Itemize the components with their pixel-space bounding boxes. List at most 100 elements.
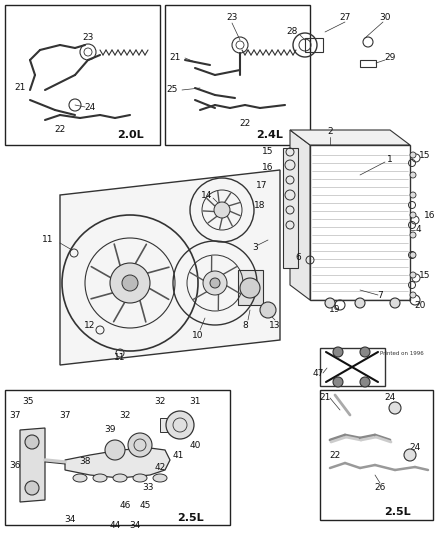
Text: 2.4L: 2.4L [257, 130, 283, 140]
Bar [165, 5, 310, 145]
Text: 12: 12 [84, 320, 95, 329]
Ellipse shape [93, 474, 107, 482]
Bar [305, 38, 323, 52]
Circle shape [203, 271, 227, 295]
Circle shape [25, 435, 39, 449]
Text: 27: 27 [339, 13, 351, 22]
Circle shape [25, 481, 39, 495]
Text: 22: 22 [54, 125, 66, 134]
Text: 2: 2 [327, 127, 333, 136]
Circle shape [410, 232, 416, 238]
Circle shape [404, 449, 416, 461]
Text: 29: 29 [384, 53, 396, 62]
Circle shape [390, 298, 400, 308]
Text: 38: 38 [79, 457, 91, 466]
Text: 24: 24 [85, 103, 95, 112]
Text: 18: 18 [254, 200, 266, 209]
Circle shape [333, 377, 343, 387]
Text: 33: 33 [142, 482, 154, 491]
Text: Printed on 1996: Printed on 1996 [380, 351, 424, 356]
Circle shape [240, 278, 260, 298]
Circle shape [360, 377, 370, 387]
Text: 34: 34 [64, 515, 76, 524]
Text: 22: 22 [329, 450, 341, 459]
Text: 25: 25 [166, 85, 178, 94]
Bar [160, 418, 180, 432]
Text: 40: 40 [189, 440, 201, 449]
Text: 2.5L: 2.5L [384, 507, 410, 517]
Circle shape [325, 298, 335, 308]
Text: 2.0L: 2.0L [117, 130, 143, 140]
Text: 32: 32 [119, 410, 131, 419]
Bar [5, 5, 160, 145]
Circle shape [355, 298, 365, 308]
Circle shape [122, 275, 138, 291]
Text: 19: 19 [329, 305, 341, 314]
Text: 41: 41 [172, 450, 184, 459]
Circle shape [260, 302, 276, 318]
Ellipse shape [153, 474, 167, 482]
Text: 28: 28 [286, 28, 298, 36]
Text: 21: 21 [319, 393, 331, 402]
Text: 21: 21 [170, 53, 181, 62]
Bar [360, 60, 376, 67]
Bar [238, 270, 263, 305]
Text: 16: 16 [424, 211, 436, 220]
Circle shape [128, 433, 152, 457]
Text: 3: 3 [252, 244, 258, 253]
Text: 26: 26 [374, 482, 386, 491]
Circle shape [410, 252, 416, 258]
Ellipse shape [73, 474, 87, 482]
Polygon shape [290, 130, 410, 145]
Polygon shape [60, 170, 280, 365]
Text: 35: 35 [22, 398, 34, 407]
Text: 34: 34 [129, 521, 141, 529]
Text: 4: 4 [415, 225, 421, 235]
Circle shape [410, 212, 416, 218]
Text: 17: 17 [256, 181, 268, 190]
Circle shape [333, 347, 343, 357]
Text: 10: 10 [192, 330, 204, 340]
Circle shape [110, 263, 150, 303]
Text: 31: 31 [189, 398, 201, 407]
Text: 39: 39 [104, 425, 116, 434]
Text: 30: 30 [379, 13, 391, 22]
Text: 42: 42 [154, 463, 166, 472]
Text: 24: 24 [385, 393, 396, 402]
Polygon shape [20, 428, 45, 502]
Text: 11: 11 [42, 236, 54, 245]
Text: 36: 36 [9, 461, 21, 470]
Text: 2.5L: 2.5L [177, 513, 203, 523]
Text: 24: 24 [410, 443, 420, 453]
Text: 46: 46 [119, 500, 131, 510]
Circle shape [166, 411, 194, 439]
Text: 11: 11 [114, 353, 126, 362]
Circle shape [410, 292, 416, 298]
Text: 21: 21 [14, 84, 26, 93]
Text: 23: 23 [82, 34, 94, 43]
Text: 47: 47 [312, 368, 324, 377]
Circle shape [389, 402, 401, 414]
Text: 7: 7 [377, 290, 383, 300]
Circle shape [410, 272, 416, 278]
Text: 13: 13 [269, 320, 281, 329]
Circle shape [410, 172, 416, 178]
Circle shape [410, 152, 416, 158]
Text: 37: 37 [9, 410, 21, 419]
Text: 15: 15 [419, 150, 431, 159]
Text: 23: 23 [226, 13, 238, 22]
Text: 1: 1 [387, 156, 393, 165]
Text: 45: 45 [139, 500, 151, 510]
Text: 22: 22 [240, 118, 251, 127]
Circle shape [214, 202, 230, 218]
Text: 15: 15 [419, 271, 431, 279]
Text: 16: 16 [262, 164, 274, 173]
Ellipse shape [133, 474, 147, 482]
Text: 6: 6 [295, 254, 301, 262]
Text: 32: 32 [154, 398, 166, 407]
Polygon shape [290, 130, 310, 300]
Circle shape [360, 347, 370, 357]
Text: 14: 14 [201, 190, 213, 199]
Bar [320, 390, 433, 520]
Ellipse shape [113, 474, 127, 482]
